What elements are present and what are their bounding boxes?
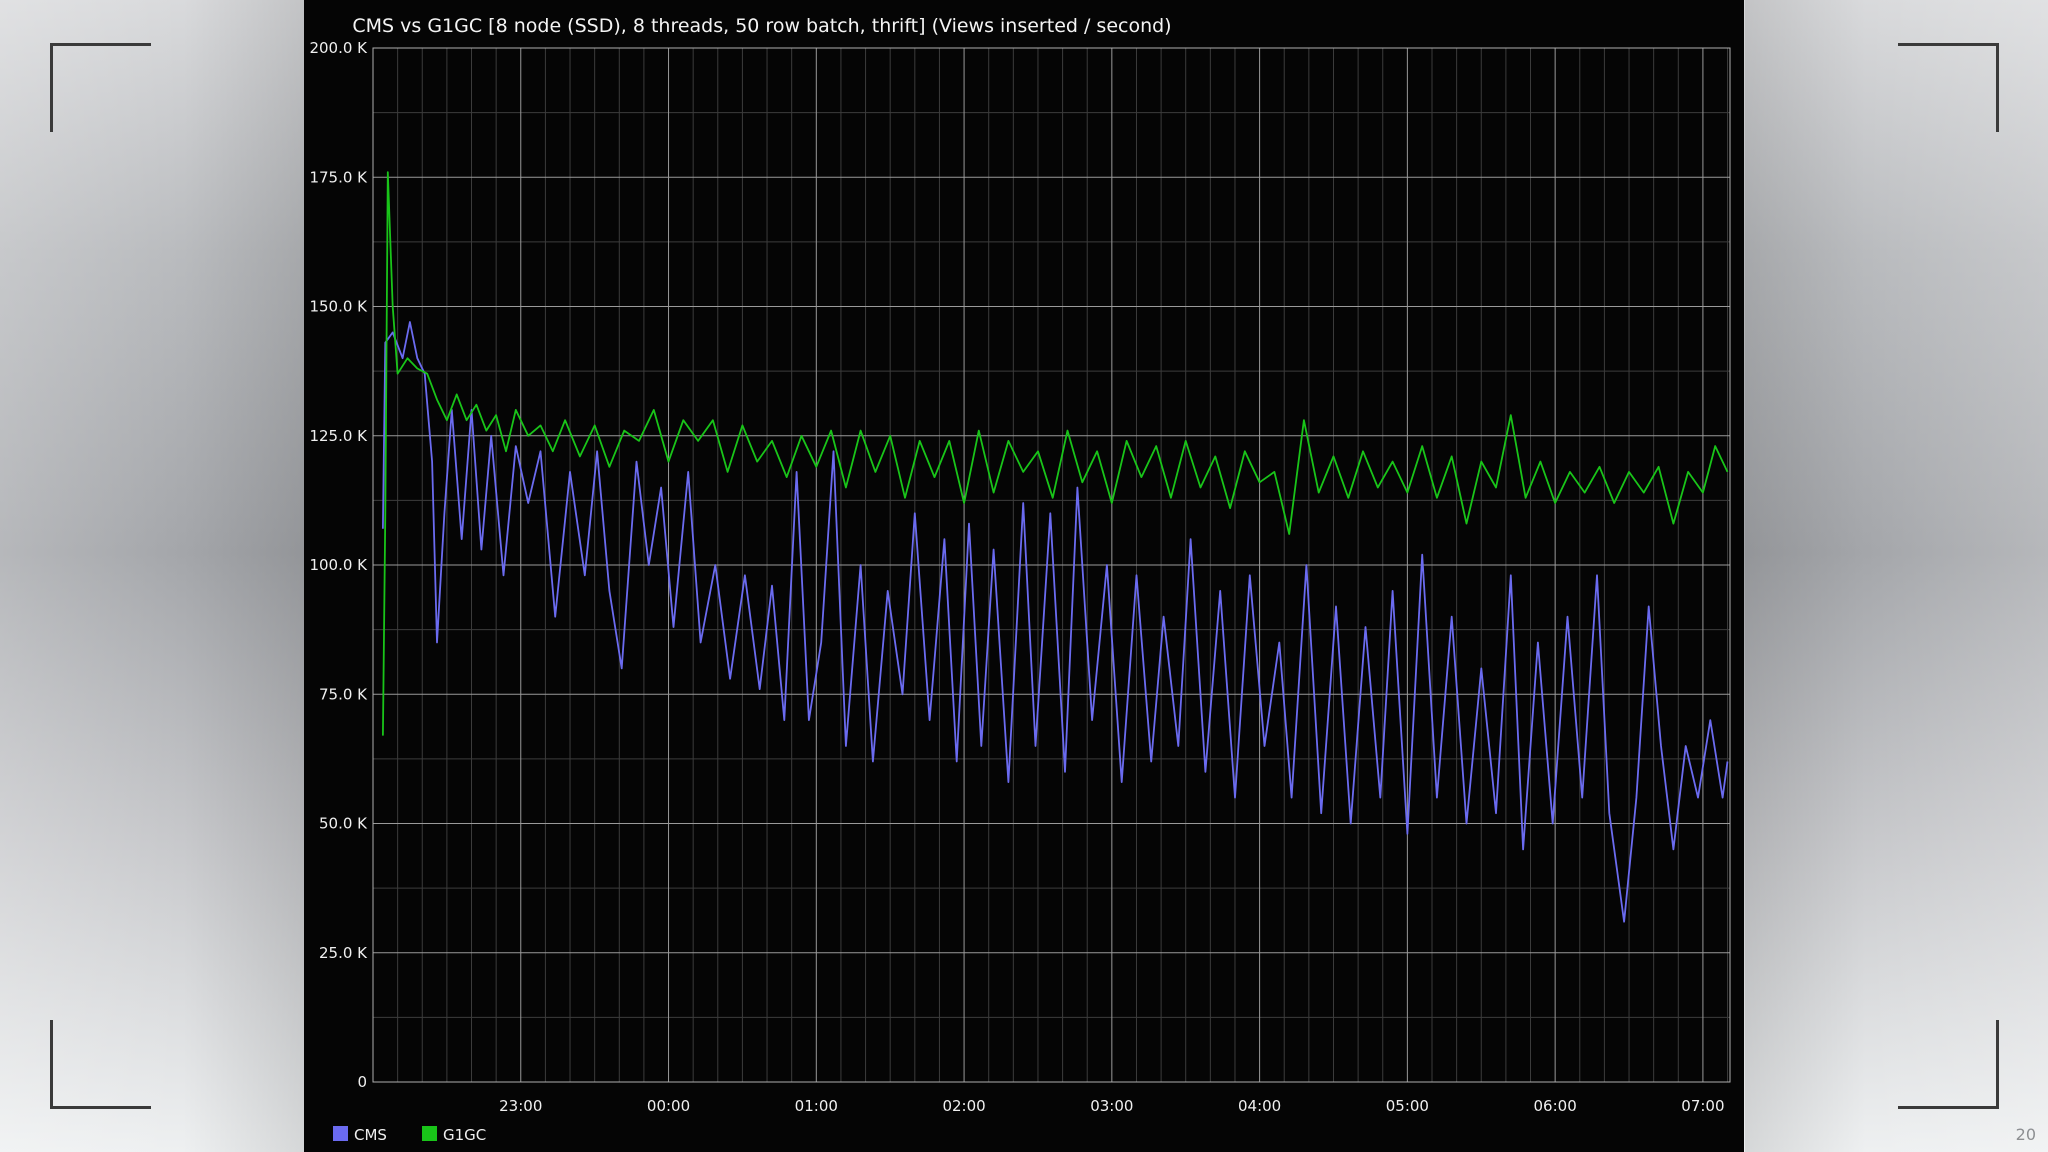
y-tick-label: 200.0 K: [309, 39, 368, 57]
y-tick-label: 75.0 K: [319, 685, 368, 703]
line-chart: 0 25.0 K 50.0 K 75.0 K 100.0 K 125.0 K 150.0 K…: [304, 0, 1744, 1152]
right-background-panel: [1745, 0, 2048, 1152]
x-axis-ticks: 23:00 00:00 01:00 02:00 03:00 04:00 05:00 06:00…: [499, 1097, 1724, 1115]
x-tick-label: 06:00: [1534, 1097, 1577, 1115]
x-tick-label: 07:00: [1681, 1097, 1724, 1115]
x-tick-label: 02:00: [942, 1097, 985, 1115]
x-tick-label: 04:00: [1238, 1097, 1281, 1115]
y-tick-label: 100.0 K: [309, 556, 368, 574]
crop-mark-top-left: [50, 43, 151, 132]
y-tick-label: 125.0 K: [309, 427, 368, 445]
legend-swatch-cms: [333, 1126, 348, 1141]
grid-lines: [372, 47, 1731, 1083]
x-tick-label: 00:00: [647, 1097, 690, 1115]
y-tick-label: 0: [357, 1073, 367, 1091]
series-lines: [382, 171, 1729, 923]
legend-label-g1gc: G1GC: [443, 1126, 486, 1144]
series-line-g1gc: [382, 171, 1729, 736]
crop-mark-top-right: [1898, 43, 1999, 132]
y-tick-label: 150.0 K: [309, 298, 368, 316]
legend-swatch-g1gc: [422, 1126, 437, 1141]
chart-panel: 0 25.0 K 50.0 K 75.0 K 100.0 K 125.0 K 150.0 K…: [304, 0, 1744, 1152]
left-background-panel: [0, 0, 304, 1152]
y-tick-label: 50.0 K: [319, 815, 368, 833]
x-tick-label: 01:00: [795, 1097, 838, 1115]
chart-title: CMS vs G1GC [8 node (SSD), 8 threads, 50…: [352, 15, 1171, 37]
y-axis-ticks: 0 25.0 K 50.0 K 75.0 K 100.0 K 125.0 K 150.0 K…: [309, 39, 368, 1091]
legend-label-cms: CMS: [354, 1126, 387, 1144]
crop-mark-bottom-left: [50, 1020, 151, 1109]
y-tick-label: 175.0 K: [309, 168, 368, 186]
x-tick-label: 05:00: [1386, 1097, 1429, 1115]
y-tick-label: 25.0 K: [319, 944, 368, 962]
plot-frame: [372, 47, 1731, 1083]
slide-number: 20: [2015, 1125, 2036, 1144]
x-tick-label: 03:00: [1090, 1097, 1133, 1115]
series-line-cms: [382, 321, 1729, 923]
crop-mark-bottom-right: [1898, 1020, 1999, 1109]
x-tick-label: 23:00: [499, 1097, 542, 1115]
chart-background: [304, 0, 1744, 1152]
legend: CMS G1GC: [333, 1126, 486, 1144]
